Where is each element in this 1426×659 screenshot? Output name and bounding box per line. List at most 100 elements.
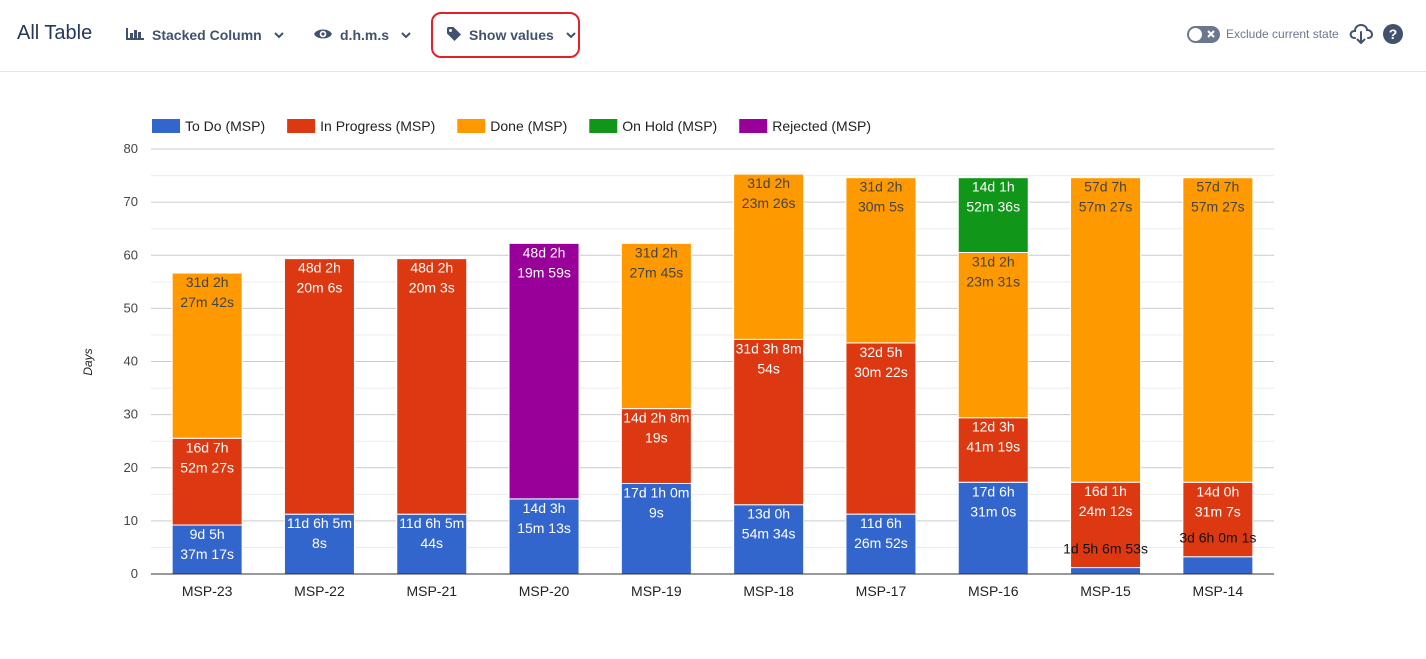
bar-value-label: 14d 2h 8m 19s	[623, 410, 689, 446]
units-dropdown[interactable]: d.h.m.s	[313, 22, 411, 48]
bar-segment[interactable]	[508, 242, 580, 500]
x-tick-label: MSP-17	[856, 583, 907, 599]
bar-value-label: 31d 2h 30m 5s	[858, 179, 904, 215]
chevron-down-icon	[566, 31, 576, 39]
chart-type-label: Stacked Column	[152, 27, 262, 43]
bar-segment[interactable]	[396, 513, 468, 575]
eye-icon	[313, 27, 333, 44]
legend-swatch	[287, 119, 316, 133]
bar-segment[interactable]	[171, 524, 243, 575]
legend-item[interactable]: On Hold (MSP)	[589, 118, 717, 134]
bar-value-label: 32d 5h 30m 22s	[854, 344, 908, 380]
bar-value-label: 31d 2h 27m 42s	[180, 274, 234, 310]
bar-segment[interactable]	[620, 242, 692, 410]
y-tick-label: 70	[124, 194, 138, 209]
bar-segment[interactable]	[283, 513, 355, 575]
toggle-knob	[1189, 28, 1202, 41]
x-tick-label: MSP-21	[406, 583, 457, 599]
bar-value-label: 14d 3h 15m 13s	[517, 500, 571, 536]
bar-segment[interactable]	[733, 504, 805, 575]
bar-value-label: 16d 7h 52m 27s	[180, 439, 234, 475]
chart-type-dropdown[interactable]: Stacked Column	[125, 22, 284, 48]
bar-segment[interactable]	[620, 482, 692, 575]
bar-segment[interactable]	[620, 408, 692, 484]
bar-segment[interactable]	[1070, 567, 1142, 575]
y-tick-label: 40	[124, 354, 138, 369]
bar-value-label: 14d 0h 31m 7s	[1195, 483, 1241, 519]
bar-segment[interactable]	[733, 173, 805, 340]
bar-segment[interactable]	[1182, 177, 1254, 483]
bar-value-label: 31d 2h 23m 26s	[742, 175, 796, 211]
y-tick-label: 30	[124, 407, 138, 422]
close-icon	[1207, 30, 1215, 38]
bar-segment[interactable]	[1070, 481, 1142, 569]
legend-item[interactable]: Done (MSP)	[457, 118, 567, 134]
bar-value-label: 31d 2h 27m 45s	[629, 244, 683, 280]
bar-segment[interactable]	[845, 177, 917, 344]
help-icon[interactable]: ?	[1382, 23, 1404, 50]
bar-value-label: 13d 0h 54m 34s	[742, 506, 796, 542]
y-tick-label: 20	[124, 460, 138, 475]
legend-label: To Do (MSP)	[185, 118, 265, 134]
bar-value-label: 16d 1h 24m 12s	[1079, 483, 1133, 519]
svg-text:?: ?	[1389, 26, 1398, 42]
bar-segment[interactable]	[957, 251, 1029, 419]
tag-icon	[446, 26, 462, 45]
y-axis: 0 10 20 30 40 50 60 70 80	[124, 141, 138, 581]
bar-segment[interactable]	[396, 258, 468, 515]
bar-segment[interactable]	[733, 338, 805, 506]
bar-segment[interactable]	[845, 513, 917, 575]
bar-value-label: 3d 6h 0m 1s	[1179, 530, 1256, 546]
show-values-dropdown[interactable]: Show values	[431, 12, 580, 58]
bar-chart-icon	[125, 27, 145, 44]
bar-segment[interactable]	[171, 437, 243, 526]
bar-segment[interactable]	[1070, 177, 1142, 483]
x-tick-label: MSP-20	[519, 583, 570, 599]
legend-item[interactable]: To Do (MSP)	[152, 118, 265, 134]
legend-item[interactable]: Rejected (MSP)	[739, 118, 871, 134]
y-tick-label: 50	[124, 300, 138, 315]
bar-value-label: 48d 2h 20m 6s	[296, 260, 342, 296]
chart-legend: To Do (MSP) In Progress (MSP) Done (MSP) On…	[152, 118, 871, 134]
chevron-down-icon	[273, 31, 284, 39]
legend-item[interactable]: In Progress (MSP)	[287, 118, 435, 134]
bar-value-label: 11d 6h 5m 44s	[399, 515, 464, 551]
bar-segment[interactable]	[283, 258, 355, 515]
legend-label: In Progress (MSP)	[320, 118, 435, 134]
chevron-down-icon	[401, 31, 411, 39]
x-tick-label: MSP-18	[743, 583, 794, 599]
bar-segment[interactable]	[957, 417, 1029, 483]
bar-value-label: 57d 7h 57m 27s	[1079, 179, 1133, 215]
toolbar: All Table Stacked Column d.h.m.s	[0, 0, 1426, 72]
bar-segment[interactable]	[845, 342, 917, 515]
bar-value-label: 57d 7h 57m 27s	[1191, 179, 1245, 215]
units-label: d.h.m.s	[340, 27, 390, 43]
bar-value-label: 9d 5h 37m 17s	[180, 526, 234, 562]
exclude-current-state-label: Exclude current state	[1226, 27, 1339, 41]
bar-value-label: 1d 5h 6m 53s	[1063, 541, 1148, 557]
y-tick-label: 80	[124, 141, 138, 156]
y-tick-label: 60	[124, 247, 138, 262]
legend-swatch	[589, 119, 618, 133]
bar-value-label: 48d 2h 20m 3s	[409, 260, 455, 296]
exclude-current-state-toggle[interactable]	[1187, 26, 1220, 43]
x-tick-label: MSP-23	[182, 583, 233, 599]
legend-label: On Hold (MSP)	[622, 118, 717, 134]
x-tick-label: MSP-14	[1193, 583, 1244, 599]
bar-value-label: 31d 3h 8m 54s	[736, 340, 802, 376]
bar-segment[interactable]	[1182, 481, 1254, 558]
bar-value-label: 17d 6h 31m 0s	[970, 483, 1016, 519]
x-tick-label: MSP-19	[631, 583, 682, 599]
bar-value-label: 17d 1h 0m 9s	[623, 484, 689, 520]
legend-swatch	[457, 119, 486, 133]
y-tick-label: 10	[124, 513, 138, 528]
cloud-download-icon[interactable]	[1349, 23, 1374, 50]
bar-value-label: 11d 6h 26m 52s	[854, 515, 908, 551]
bar-value-label: 11d 6h 5m 8s	[287, 515, 352, 551]
show-values-label: Show values	[469, 27, 554, 43]
legend-swatch	[739, 119, 768, 133]
bar-segment[interactable]	[957, 177, 1029, 253]
bar-segment[interactable]	[1182, 556, 1254, 575]
bar-segment[interactable]	[171, 272, 243, 439]
